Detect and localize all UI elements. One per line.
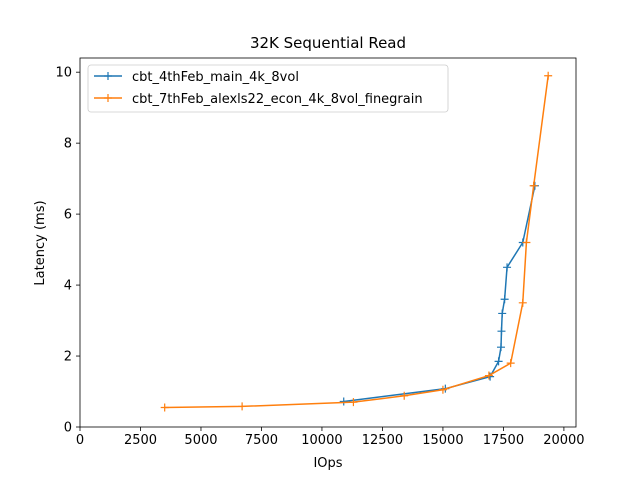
x-tick-label: 15000	[422, 433, 463, 448]
legend-label: cbt_7thFeb_alexls22_econ_4k_8vol_finegra…	[132, 92, 423, 107]
x-tick-label: 12500	[362, 433, 403, 448]
data-point	[500, 295, 509, 304]
data-point	[544, 71, 553, 80]
plot-area: 0 2500 5000 7500 10000 12500 15000 17500 20000 0 2…	[55, 57, 585, 448]
data-point	[339, 397, 348, 406]
legend-label: cbt_4thFeb_main_4k_8vol	[132, 70, 299, 85]
data-point	[349, 398, 358, 407]
data-point	[160, 403, 169, 412]
y-tick-label: 10	[55, 66, 72, 81]
plot-frame	[79, 57, 577, 428]
data-point	[522, 238, 531, 247]
data-point	[400, 391, 409, 400]
x-tick-label: 17500	[483, 433, 524, 448]
y-axis-label: Latency (ms)	[33, 200, 48, 285]
x-tick-label: 0	[76, 433, 84, 448]
data-point	[503, 263, 512, 272]
legend: cbt_4thFeb_main_4k_8vol cbt_7thFeb_alexls…	[87, 64, 449, 113]
legend-box	[87, 64, 449, 113]
y-tick-label: 0	[64, 421, 72, 436]
y-tick-label: 2	[64, 350, 72, 365]
data-point	[497, 327, 506, 336]
y-tick-label: 4	[64, 279, 72, 294]
data-point	[506, 359, 515, 368]
legend-swatch-marker	[104, 94, 112, 102]
data-point	[498, 309, 507, 318]
x-tick-label: 20000	[543, 433, 584, 448]
x-tick-label: 10000	[301, 433, 342, 448]
data-point	[494, 357, 503, 366]
data-point	[529, 181, 538, 190]
x-axis-label: IOps	[313, 456, 342, 471]
data-point	[484, 371, 493, 380]
y-tick-label: 6	[64, 208, 72, 223]
y-tick-label: 8	[64, 137, 72, 152]
x-tick-label: 5000	[184, 433, 217, 448]
chart-title: 32K Sequential Read	[250, 34, 406, 52]
data-point	[438, 385, 447, 394]
data-point	[496, 343, 505, 352]
x-tick-label: 2500	[124, 433, 157, 448]
data-point	[518, 298, 527, 307]
legend-swatch-marker	[104, 72, 112, 80]
x-tick-label: 7500	[245, 433, 278, 448]
data-point	[238, 402, 247, 411]
